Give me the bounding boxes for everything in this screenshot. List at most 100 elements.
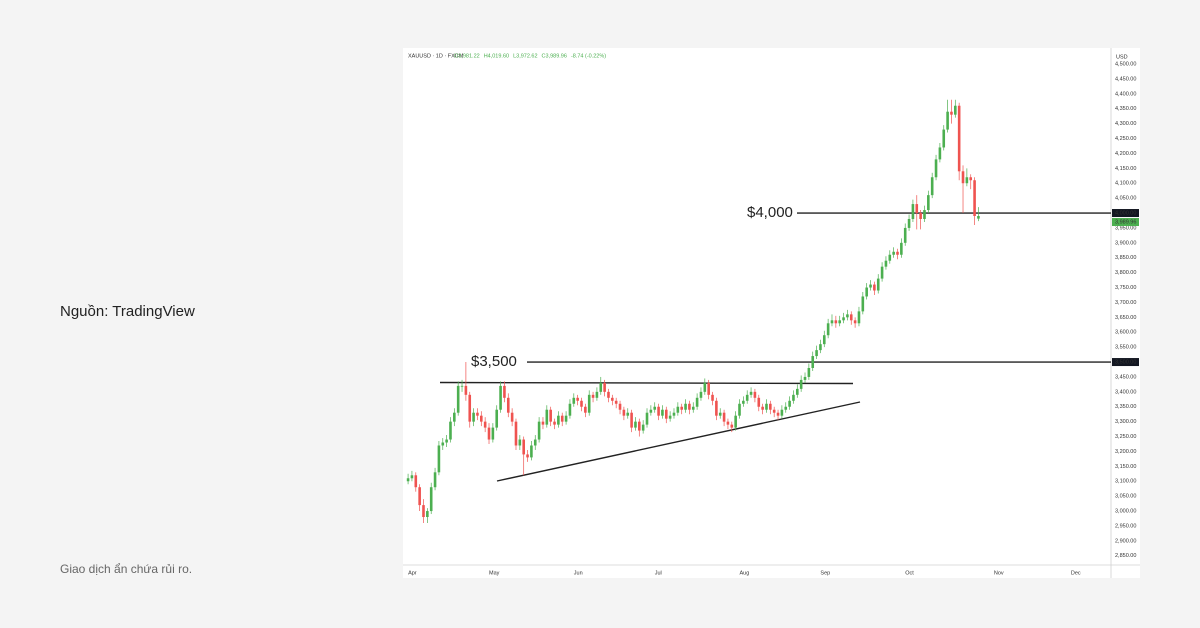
resistance-line — [439, 381, 854, 385]
candle-body — [699, 391, 703, 398]
candle-body — [946, 111, 949, 130]
y-tick-label: 3,350.00 — [1115, 404, 1136, 410]
y-tick-label: 4,350.00 — [1115, 106, 1136, 112]
candle-body — [553, 421, 556, 425]
candle-body — [587, 394, 591, 413]
candle-body — [830, 320, 834, 324]
candle-body — [630, 412, 633, 428]
y-tick-label: 3,250.00 — [1115, 434, 1136, 440]
candle-body — [453, 412, 456, 422]
candle-body — [923, 210, 926, 219]
candle-body — [757, 397, 761, 407]
y-tick-label: 4,300.00 — [1115, 121, 1136, 127]
candle-body — [869, 284, 872, 288]
candle-body — [749, 391, 753, 395]
candle-body — [503, 385, 506, 398]
candle-body — [483, 421, 487, 428]
candle-body — [641, 424, 645, 431]
candle-body — [826, 323, 830, 336]
candle-body — [460, 385, 464, 387]
y-tick-label: 3,600.00 — [1115, 330, 1136, 336]
candle-body — [595, 391, 599, 398]
candle-body — [661, 409, 664, 416]
candle-body — [638, 421, 641, 431]
y-tick-label: 4,000.00 — [1115, 210, 1136, 216]
candle-body — [715, 400, 718, 416]
candle-body — [576, 397, 579, 401]
x-tick-label: Dec — [1071, 570, 1081, 576]
candle-body — [745, 394, 749, 401]
y-tick-label: 3,050.00 — [1115, 494, 1136, 500]
y-tick-label: 3,150.00 — [1115, 464, 1136, 470]
candle-body — [695, 397, 699, 407]
candle-body — [815, 350, 818, 357]
candle-body — [938, 147, 942, 160]
candle-body — [487, 427, 491, 440]
candle-body — [557, 415, 560, 425]
y-tick-label: 3,400.00 — [1115, 389, 1136, 395]
candle-body — [506, 397, 510, 413]
y-tick-label: 3,700.00 — [1115, 300, 1136, 306]
candle-body — [849, 314, 853, 321]
candle-body — [838, 320, 841, 324]
candle-body — [684, 403, 687, 410]
candle-body — [896, 251, 899, 255]
candle-body — [711, 394, 714, 401]
ohlc-value: C3,989.96 — [542, 53, 567, 59]
candle-body — [961, 171, 965, 184]
candle-body — [957, 105, 961, 172]
candle-body — [645, 412, 649, 425]
candle-body — [530, 445, 533, 458]
candle-body — [649, 409, 653, 413]
candle-body — [657, 406, 660, 416]
candle-body — [819, 344, 822, 351]
candle-body — [796, 388, 799, 395]
candle-body — [954, 105, 957, 115]
candle-body — [414, 475, 418, 488]
symbol-header: XAUUSD · 1D · FXCM — [408, 53, 464, 59]
candle-body — [426, 511, 429, 518]
candle-body — [672, 412, 676, 416]
candle-body — [884, 260, 888, 267]
candle-body — [549, 409, 552, 422]
y-tick-label: 3,300.00 — [1115, 419, 1136, 425]
candle-body — [861, 296, 865, 312]
candle-body — [834, 320, 838, 324]
y-tick-label: 4,500.00 — [1115, 61, 1136, 67]
candle-body — [799, 379, 803, 389]
candle-body — [418, 487, 421, 506]
candle-body — [738, 403, 741, 416]
y-tick-label: 2,950.00 — [1115, 523, 1136, 529]
candle-body — [603, 382, 606, 392]
candle-body — [653, 406, 657, 410]
candle-body — [730, 424, 734, 428]
candle-body — [900, 242, 903, 255]
candle-body — [807, 368, 811, 377]
candle-body — [476, 412, 479, 416]
y-tick-label: 4,450.00 — [1115, 76, 1136, 82]
candle-body — [456, 385, 460, 413]
candle-body — [422, 505, 425, 518]
candle-body — [676, 406, 680, 413]
ohlc-value: H4,019.60 — [484, 53, 509, 59]
candle-body — [510, 412, 514, 422]
y-tick-label: 3,650.00 — [1115, 315, 1136, 321]
y-tick-label: 3,800.00 — [1115, 270, 1136, 276]
candle-body — [480, 415, 483, 422]
candle-body — [950, 111, 953, 115]
candle-body — [811, 356, 815, 369]
candle-body — [499, 385, 502, 410]
x-tick-label: Nov — [994, 570, 1004, 576]
x-tick-label: Aug — [740, 570, 750, 576]
x-tick-label: Jul — [655, 570, 662, 576]
candle-body — [965, 177, 969, 184]
y-tick-label: 4,250.00 — [1115, 136, 1136, 142]
last-price-badge — [1112, 218, 1139, 227]
candle-body — [911, 204, 915, 219]
candle-body — [564, 415, 568, 422]
candle-body — [942, 129, 946, 148]
candle-body — [765, 403, 768, 410]
candle-body — [780, 409, 784, 416]
